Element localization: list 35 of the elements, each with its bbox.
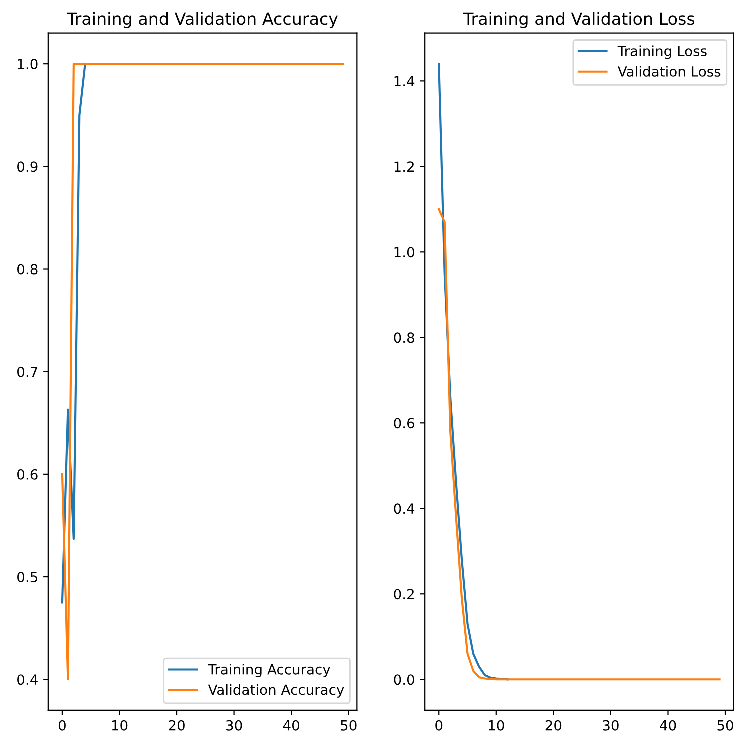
y-tick-label: 1.0 (394, 247, 414, 258)
x-tick-label: 20 (169, 720, 185, 731)
x-tick-label: 40 (283, 720, 300, 731)
y-tick-label: 0.2 (394, 589, 414, 600)
y-tick-label: 0.8 (394, 332, 414, 344)
y-tick-label: 1.4 (394, 76, 415, 86)
x-tick-label: 10 (112, 720, 128, 731)
y-tick-label: 0.9 (18, 162, 38, 172)
x-tick-label: 20 (546, 720, 562, 731)
y-tick-label: 1.0 (18, 59, 38, 70)
x-tick-label: 0 (58, 720, 66, 731)
x-tick-label: 10 (489, 720, 504, 731)
x-tick-label: 50 (341, 720, 357, 731)
chart-title: Training and Validation Accuracy (67, 12, 338, 28)
y-tick-label: 0.5 (18, 572, 38, 583)
x-tick-label: 30 (226, 720, 242, 731)
x-tick-label: 0 (436, 720, 443, 731)
legend-label: Validation Loss (618, 66, 721, 77)
x-tick-label: 40 (660, 720, 676, 731)
y-tick-label: 0.4 (394, 504, 415, 514)
x-tick-label: 30 (603, 720, 619, 731)
line-series (61, 63, 86, 604)
y-tick-label: 0.4 (18, 674, 38, 686)
y-tick-label: 0.7 (18, 366, 38, 378)
y-tick-label: 0.8 (18, 264, 38, 275)
legend-label: Validation Accuracy (208, 684, 344, 698)
x-tick-label: 50 (718, 720, 734, 731)
line-series (438, 208, 721, 681)
legend-label: Training Accuracy (208, 664, 330, 678)
legend-label: Training Loss (618, 46, 707, 60)
y-tick-label: 0.6 (394, 418, 414, 429)
chart-title: Training and Validation Loss (463, 12, 695, 28)
y-tick-label: 0.6 (18, 469, 38, 480)
y-tick-label: 1.2 (394, 162, 414, 172)
y-tick-label: 0.0 (394, 674, 414, 686)
